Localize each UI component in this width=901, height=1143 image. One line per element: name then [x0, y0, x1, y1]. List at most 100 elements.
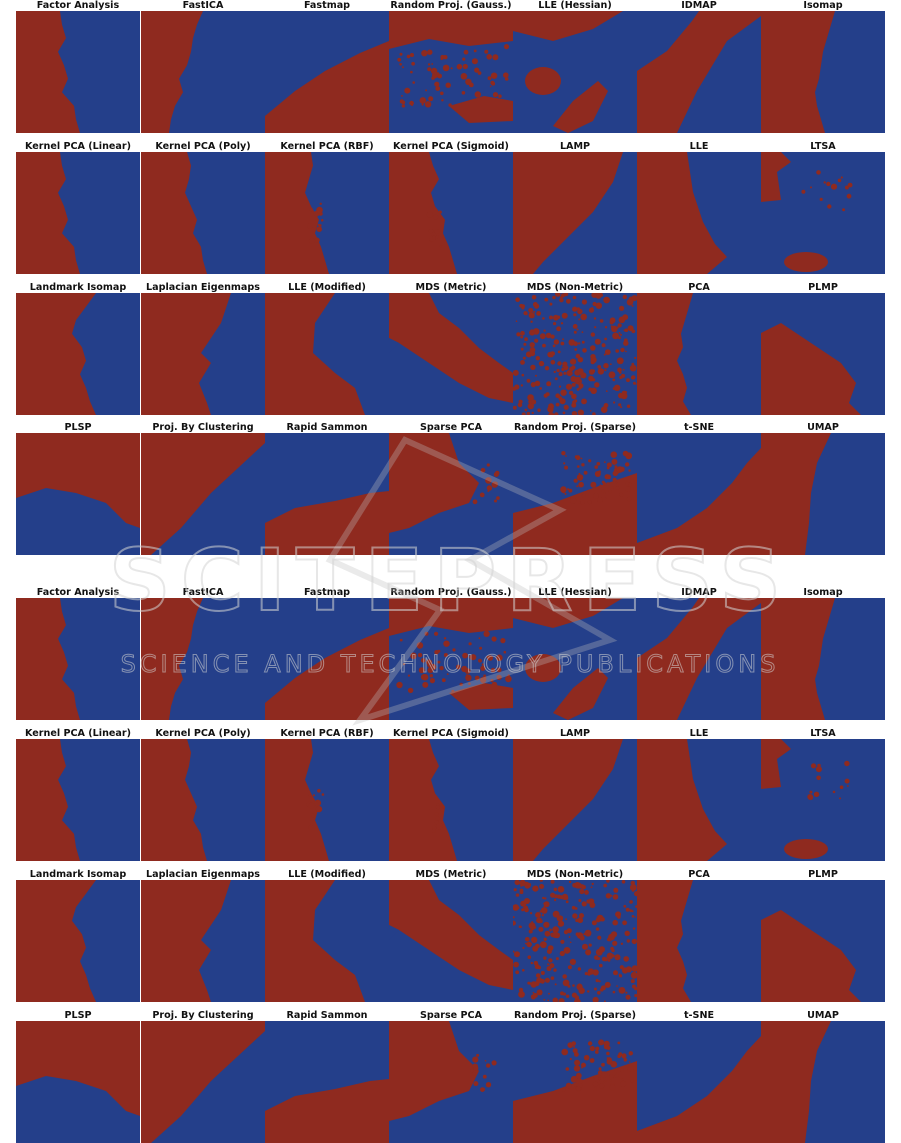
panel: t-SNE [637, 422, 761, 555]
class-a-region [389, 293, 513, 403]
decision-map [761, 152, 885, 274]
class-a-region [513, 739, 623, 861]
panel: Kernel PCA (Linear) [16, 728, 140, 861]
class-a-region [637, 293, 693, 415]
class-a-region [265, 41, 389, 133]
panel: IDMAP [637, 587, 761, 720]
decision-map [265, 880, 389, 1002]
class-a-region [265, 491, 389, 555]
panel: PLSP [16, 422, 140, 555]
class-a-region [141, 1021, 265, 1143]
panel-title: UMAP [807, 1010, 839, 1021]
class-a-region [16, 11, 80, 133]
panel: LAMP [513, 141, 637, 274]
panel-title: t-SNE [683, 1010, 715, 1021]
panel-title: MDS (Non-Metric) [526, 869, 624, 880]
panel-title: LLE [689, 728, 709, 739]
panel-title: PCA [688, 869, 710, 880]
decision-map [389, 739, 513, 861]
class-a-region [761, 880, 861, 1002]
panel-title: Factor Analysis [36, 587, 120, 598]
panel-title: UMAP [807, 422, 839, 433]
class-a-region [16, 739, 80, 861]
panel: MDS (Non-Metric) [513, 282, 637, 415]
panel-title: Factor Analysis [36, 0, 120, 11]
panel-title: Proj. By Clustering [152, 1010, 254, 1021]
decision-map [637, 880, 761, 1002]
class-a-region [389, 598, 513, 710]
panel: UMAP [761, 1010, 885, 1143]
panel-title: LTSA [810, 141, 836, 152]
decision-map [389, 11, 513, 133]
panel-title: Sparse PCA [419, 1010, 483, 1021]
class-a-region [513, 11, 623, 133]
panel-title: Isomap [803, 0, 843, 11]
decision-map [16, 152, 140, 274]
class-a-region [265, 1079, 389, 1143]
decision-map [141, 880, 265, 1002]
panel: Kernel PCA (Linear) [16, 141, 140, 274]
panel: LTSA [761, 141, 885, 274]
panel: LLE [637, 728, 761, 861]
class-a-region [637, 739, 727, 861]
panel-title: Sparse PCA [419, 422, 483, 433]
decision-map [16, 433, 140, 555]
panel-title: Isomap [803, 587, 843, 598]
decision-map [637, 433, 761, 555]
decision-map [513, 739, 637, 861]
decision-map [265, 739, 389, 861]
class-a-region [265, 739, 329, 861]
class-a-region [389, 433, 500, 533]
panel-title: LLE (Modified) [288, 282, 366, 293]
panel: Sparse PCA [389, 1010, 513, 1143]
class-a-region [637, 152, 727, 274]
decision-map [513, 293, 637, 415]
panel: PLMP [761, 282, 885, 415]
panel: LLE (Modified) [265, 282, 389, 415]
decision-map [389, 880, 513, 1002]
panel: Kernel PCA (Poly) [141, 728, 265, 861]
class-a-region [761, 293, 861, 415]
panel: Fastmap [265, 0, 389, 133]
panel-title: Kernel PCA (RBF) [280, 141, 374, 152]
decision-map [513, 880, 637, 1002]
class-a-region [513, 152, 623, 274]
decision-map [389, 598, 513, 720]
decision-map [16, 1021, 140, 1143]
decision-map [141, 598, 265, 720]
decision-map [16, 598, 140, 720]
class-a-region [16, 433, 140, 528]
class-a-region [513, 598, 623, 720]
decision-map [761, 739, 885, 861]
panel: LTSA [761, 728, 885, 861]
decision-map [141, 433, 265, 555]
decision-map [761, 598, 885, 720]
panel: LLE (Modified) [265, 869, 389, 1002]
panel-title: t-SNE [683, 422, 715, 433]
decision-map [637, 11, 761, 133]
panel-title: Random Proj. (Sparse) [513, 422, 637, 433]
panel: Random Proj. (Sparse) [513, 1010, 637, 1143]
panel: Isomap [761, 587, 885, 720]
decision-map [513, 1021, 637, 1143]
class-a-region [16, 880, 96, 1002]
panel-title: IDMAP [681, 0, 717, 11]
class-a-region [265, 880, 365, 1002]
panel-title: Laplacian Eigenmaps [146, 282, 260, 293]
panel-title: Kernel PCA (Sigmoid) [393, 141, 509, 152]
panel: IDMAP [637, 0, 761, 133]
panel: Rapid Sammon [265, 1010, 389, 1143]
decision-map [513, 598, 637, 720]
class-a-region [141, 880, 231, 1002]
class-a-region [141, 739, 207, 861]
class-a-region [141, 293, 231, 415]
panel: Landmark Isomap [16, 282, 140, 415]
class-a-region [761, 433, 831, 555]
panel-title: Fastmap [303, 587, 351, 598]
panel-title: PLMP [808, 869, 838, 880]
decision-map [265, 1021, 389, 1143]
panel-title: Landmark Isomap [29, 282, 127, 293]
panel-title: Fastmap [303, 0, 351, 11]
panel: Laplacian Eigenmaps [141, 282, 265, 415]
panel: Landmark Isomap [16, 869, 140, 1002]
